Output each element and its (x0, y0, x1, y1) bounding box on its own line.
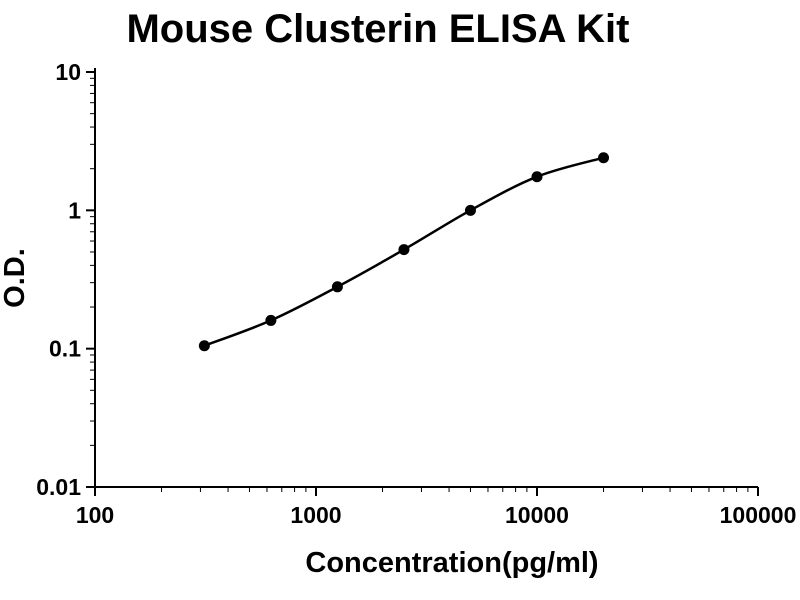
x-tick-label: 1000 (290, 502, 341, 528)
y-tick-label: 0.01 (36, 474, 81, 500)
y-tick-label: 10 (55, 59, 81, 85)
plot-area: 100 1000 10000 100000 0.01 0.1 1 10 (36, 59, 796, 528)
x-tick-label: 100000 (720, 502, 797, 528)
y-tick-label: 0.1 (49, 336, 81, 362)
x-tick-label: 10000 (505, 502, 569, 528)
data-point-marker (531, 171, 543, 183)
chart-title: Mouse Clusterin ELISA Kit (126, 7, 629, 51)
data-point-marker (265, 314, 277, 326)
y-tick-label: 1 (68, 197, 81, 223)
data-point-marker (398, 244, 410, 256)
data-point-marker (331, 281, 343, 293)
data-point-marker (464, 204, 476, 216)
x-axis-label: Concentration(pg/ml) (305, 547, 598, 579)
y-axis-label: O.D. (0, 248, 31, 308)
x-tick-label: 100 (76, 502, 114, 528)
data-point-marker (198, 340, 210, 352)
data-point-marker (598, 152, 610, 164)
